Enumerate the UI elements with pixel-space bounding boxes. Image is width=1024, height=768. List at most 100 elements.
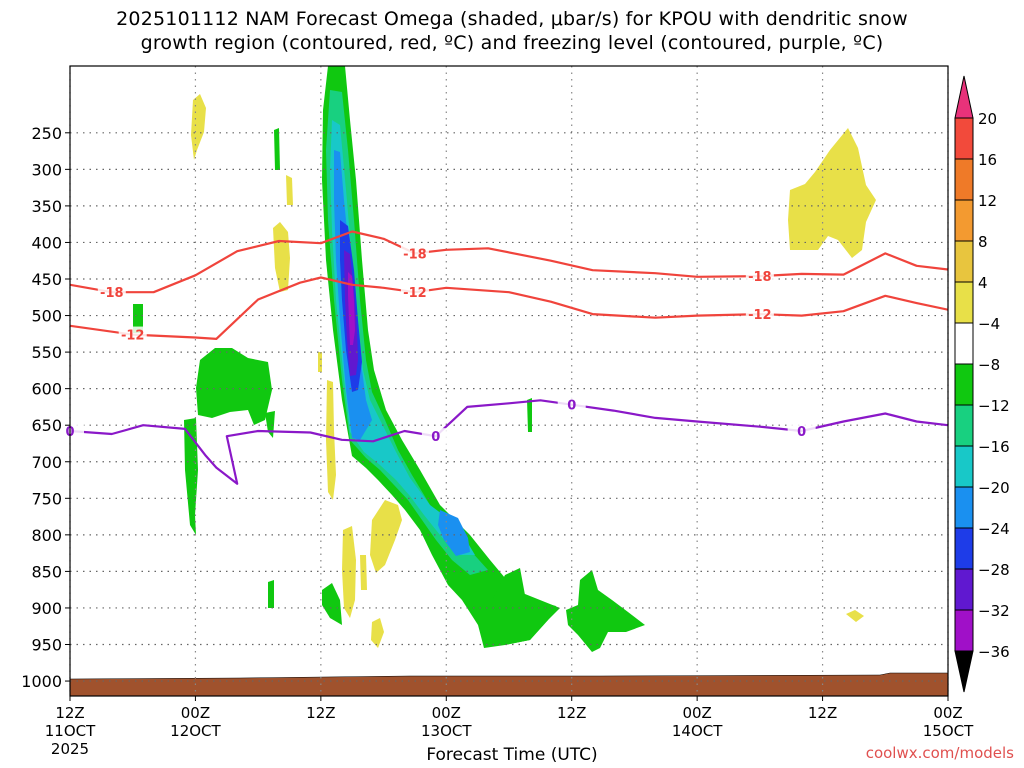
y-tick-label: 800 — [31, 526, 62, 545]
omega-shade-yellow-d — [326, 380, 336, 500]
y-tick-label: 500 — [31, 307, 62, 326]
y-tick-label: 350 — [31, 197, 62, 216]
omega-shade-green-f — [527, 398, 532, 432]
x-tick-label: 12Z — [55, 704, 84, 722]
omega-shade-green-i — [566, 570, 645, 652]
plot-frame — [69, 65, 949, 697]
omega-shade-yellow-k — [788, 128, 876, 258]
contour-label-bg — [97, 284, 126, 301]
omega-shade-green-c — [133, 304, 143, 333]
contour-label-bg — [400, 245, 429, 262]
y-tick-label: 550 — [31, 343, 62, 362]
contour-label: 0 — [431, 430, 440, 445]
contour-label: -12 — [403, 286, 427, 301]
colorbar-swatch — [954, 158, 974, 201]
x-tick-label: 11OCT — [45, 722, 96, 740]
contour-label: 0 — [797, 425, 806, 440]
omega-shade-yellow-c — [286, 175, 293, 205]
y-tick-label: 450 — [31, 270, 62, 289]
y-tick-label: 950 — [31, 636, 62, 655]
contour-label-bg — [787, 423, 816, 440]
omega-shade-yellow-j — [846, 610, 864, 622]
contour-label: -12 — [121, 329, 145, 344]
y-tick-label: 250 — [31, 124, 62, 143]
colorbar-label: −16 — [978, 438, 1010, 456]
x-tick-label: 2025 — [51, 740, 89, 758]
y-tick-label: 600 — [31, 380, 62, 399]
colorbar-bottom-arrow — [954, 650, 974, 693]
x-tick-label: 12OCT — [170, 722, 221, 740]
y-axis-ticks: 250 300 350 400 450 500 550 600 650 700 750 800 850 9… — [21, 124, 70, 691]
terrain-fill — [70, 672, 948, 696]
contour-labels: -18-18-18-12-12-120 000 — [56, 245, 816, 445]
colorbar-label: −4 — [978, 315, 1000, 333]
y-tick-label: 400 — [31, 233, 62, 252]
contour-label-bg — [745, 306, 774, 323]
colorbar-label: −20 — [978, 479, 1010, 497]
omega-shade-green-j — [490, 568, 556, 645]
omega-shade-yellow-g — [370, 500, 402, 573]
colorbar-top-arrow — [954, 75, 974, 119]
x-tick-label: 00Z — [682, 704, 711, 722]
colorbar-swatch — [954, 527, 974, 570]
y-tick-label: 1000 — [21, 672, 62, 691]
colorbar-label: 4 — [978, 274, 988, 292]
omega-shade-yellow-i — [371, 618, 384, 648]
contour-label-bg — [118, 326, 147, 343]
colorbar-swatch — [954, 609, 974, 652]
omega-shade-green-h — [322, 583, 342, 625]
y-tick-label: 650 — [31, 416, 62, 435]
x-tick-label: 00Z — [181, 704, 210, 722]
contour-label: -18 — [748, 270, 772, 285]
contour-line — [70, 276, 948, 340]
colorbar-swatch — [954, 568, 974, 611]
omega-shade-minus12 — [330, 120, 475, 555]
contour-label-bg — [557, 396, 586, 413]
chart-title-line-2: growth region (contoured, red, ºC) and f… — [140, 32, 884, 54]
colorbar-swatch — [954, 445, 974, 488]
omega-shade-yellow-f — [342, 526, 356, 618]
colorbar-swatch — [954, 486, 974, 529]
omega-shading — [133, 66, 876, 652]
omega-shade-yellow-h — [360, 555, 367, 590]
omega-shade-yellow-a — [191, 94, 206, 160]
colorbar-label: 12 — [978, 192, 997, 210]
x-tick-label: 13OCT — [421, 722, 472, 740]
contour-label: -18 — [403, 247, 427, 262]
y-tick-label: 700 — [31, 453, 62, 472]
omega-shade-minus28 — [348, 272, 355, 345]
site-credit: coolwx.com/models — [865, 744, 1014, 762]
colorbar-label: −36 — [978, 643, 1010, 661]
colorbar-swatch — [954, 240, 974, 283]
y-tick-label: 850 — [31, 562, 62, 581]
y-tick-label: 900 — [31, 599, 62, 618]
contour-label-bg — [400, 284, 429, 301]
colorbar-swatch — [954, 322, 974, 365]
chart-title-line-1: 2025101112 NAM Forecast Omega (shaded, μ… — [116, 8, 908, 30]
omega-colorbar: 20 16 12 8 4 −4 −8 −12 −16 −20 −24 −28 −32 −36 — [954, 75, 1010, 693]
x-tick-label: 12Z — [557, 704, 586, 722]
omega-shade-green-e — [265, 411, 275, 438]
colorbar-label: 8 — [978, 233, 988, 251]
x-axis-label: Forecast Time (UTC) — [426, 745, 598, 765]
y-tick-label: 750 — [31, 489, 62, 508]
colorbar-label: −24 — [978, 520, 1010, 538]
colorbar-label: −8 — [978, 356, 1000, 374]
contour-label: 0 — [567, 399, 576, 414]
omega-shade-yellow-e — [318, 352, 322, 372]
colorbar-label: 16 — [978, 151, 997, 169]
colorbar-swatch — [954, 363, 974, 406]
colorbar-swatch — [954, 117, 974, 160]
colorbar-swatch — [954, 199, 974, 242]
y-tick-label: 300 — [31, 160, 62, 179]
temperature-contours — [70, 230, 948, 485]
omega-shade-green-a — [196, 348, 272, 425]
x-tick-label: 12Z — [306, 704, 335, 722]
x-tick-label: 12Z — [808, 704, 837, 722]
x-tick-label: 00Z — [933, 704, 962, 722]
colorbar-label: −32 — [978, 602, 1010, 620]
contour-label-bg — [421, 428, 450, 445]
colorbar-swatch — [954, 404, 974, 447]
